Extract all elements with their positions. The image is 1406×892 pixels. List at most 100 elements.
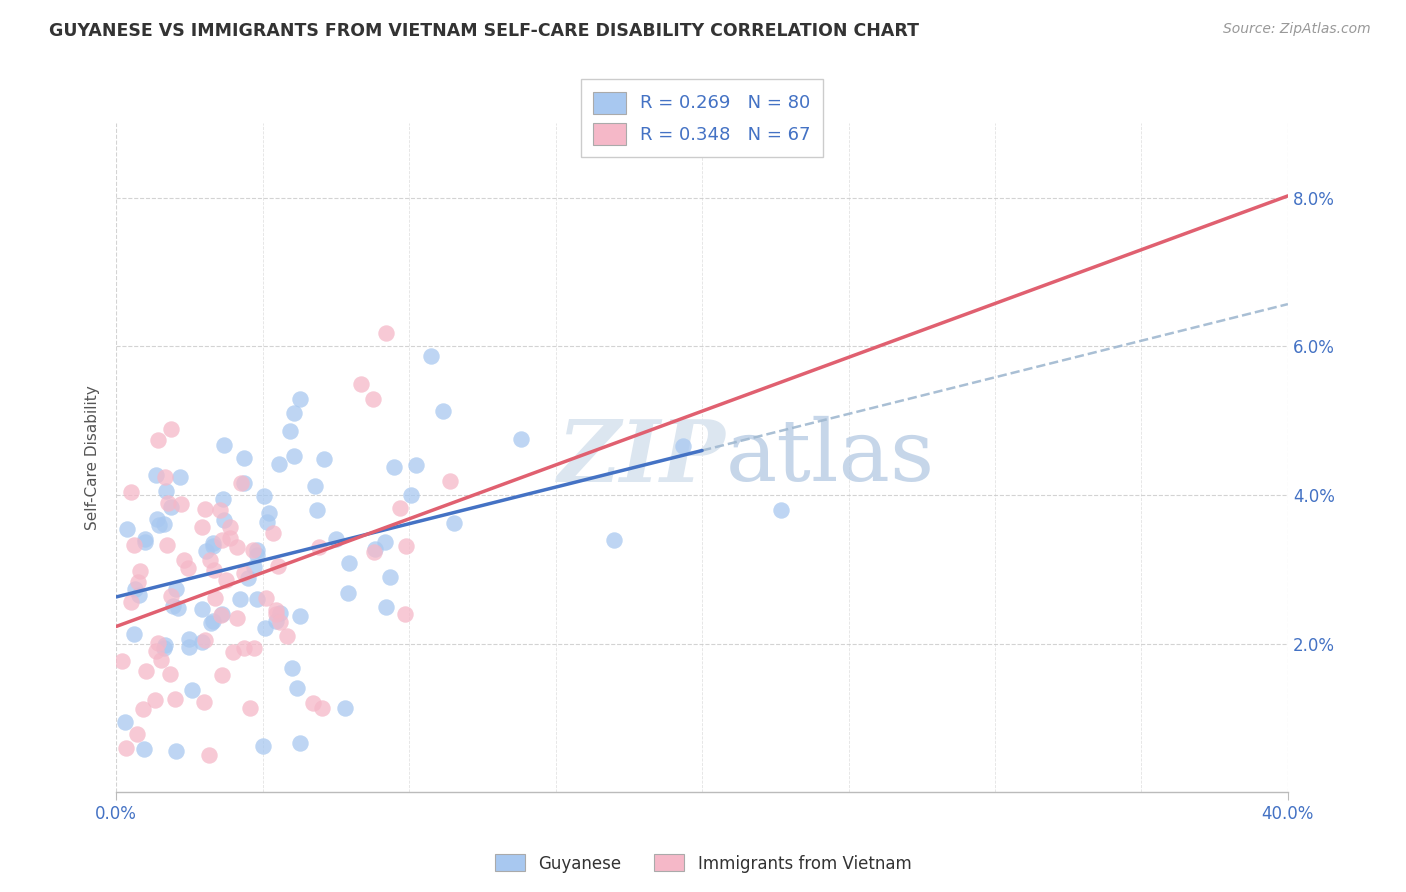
Point (155, 484, 177, 499)
Point (510, 432, 533, 446)
Point (200, 615, 222, 630)
Point (269, 615, 291, 629)
Point (246, 542, 269, 557)
Point (160, 422, 183, 436)
Point (288, 609, 311, 624)
Point (153, 517, 176, 532)
Text: GUYANESE VS IMMIGRANTS FROM VIETNAM SELF-CARE DISABILITY CORRELATION CHART: GUYANESE VS IMMIGRANTS FROM VIETNAM SELF… (49, 22, 920, 40)
Point (252, 489, 274, 503)
Point (443, 516, 465, 530)
Point (232, 476, 254, 491)
Point (276, 629, 298, 643)
Point (162, 599, 184, 614)
Point (243, 640, 266, 655)
Point (252, 739, 274, 753)
Point (312, 452, 335, 467)
Point (603, 533, 626, 547)
Point (177, 561, 200, 575)
Point (439, 475, 461, 489)
Point (245, 548, 267, 562)
Point (193, 633, 215, 648)
Point (256, 515, 278, 529)
Point (231, 476, 253, 491)
Point (146, 636, 169, 650)
Point (233, 451, 256, 466)
Point (304, 479, 326, 493)
Point (209, 503, 232, 517)
Point (165, 744, 187, 758)
Point (363, 392, 385, 406)
Point (202, 536, 225, 550)
Point (374, 599, 396, 614)
Point (134, 534, 156, 549)
Point (333, 701, 356, 715)
Point (283, 449, 305, 463)
Point (120, 595, 142, 609)
Point (288, 392, 311, 407)
Point (226, 610, 249, 624)
Point (337, 557, 360, 571)
Point (264, 607, 287, 622)
Point (308, 540, 330, 554)
Point (264, 615, 287, 629)
Point (122, 626, 145, 640)
Point (177, 632, 200, 647)
Point (394, 607, 416, 621)
Point (160, 589, 183, 603)
Point (269, 606, 291, 620)
Point (202, 563, 225, 577)
Point (399, 487, 422, 501)
Point (254, 621, 277, 635)
Point (211, 533, 233, 547)
Point (219, 519, 242, 533)
Point (125, 727, 148, 741)
Point (181, 682, 204, 697)
Point (124, 582, 146, 596)
Point (226, 540, 249, 554)
Point (350, 376, 373, 391)
Y-axis label: Self-Care Disability: Self-Care Disability (86, 385, 100, 530)
Point (201, 614, 224, 628)
Point (233, 640, 256, 655)
Point (122, 538, 145, 552)
Text: atlas: atlas (725, 417, 935, 500)
Point (364, 542, 387, 557)
Point (382, 460, 405, 475)
Point (191, 602, 214, 616)
Point (128, 588, 150, 602)
Text: Source: ZipAtlas.com: Source: ZipAtlas.com (1223, 22, 1371, 37)
Point (153, 640, 176, 655)
Point (239, 701, 262, 715)
Point (120, 484, 142, 499)
Point (194, 544, 217, 558)
Point (191, 520, 214, 534)
Point (212, 513, 235, 527)
Point (262, 525, 284, 540)
Point (432, 403, 454, 417)
Point (165, 691, 187, 706)
Point (157, 496, 180, 510)
Point (229, 591, 252, 606)
Point (770, 503, 793, 517)
Point (150, 653, 173, 667)
Point (307, 503, 329, 517)
Point (191, 634, 214, 648)
Point (173, 553, 195, 567)
Point (389, 501, 412, 516)
Point (242, 542, 264, 557)
Point (211, 607, 233, 622)
Point (254, 591, 277, 606)
Point (283, 406, 305, 420)
Point (160, 500, 183, 515)
Point (153, 638, 176, 652)
Point (127, 574, 149, 589)
Point (132, 702, 155, 716)
Point (215, 574, 238, 588)
Point (177, 640, 200, 654)
Point (285, 681, 308, 695)
Point (311, 701, 333, 715)
Point (114, 740, 136, 755)
Point (155, 470, 177, 484)
Point (374, 534, 396, 549)
Point (245, 591, 267, 606)
